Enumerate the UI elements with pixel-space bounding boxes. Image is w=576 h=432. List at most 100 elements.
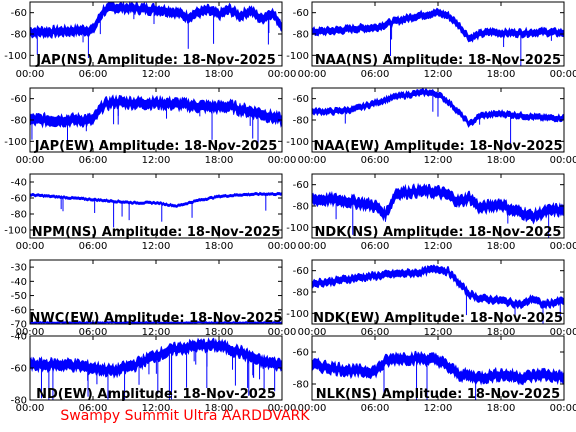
panel-5: 00:00 06:00 12:00 18:00 00:00 -100 -80 -60 NDK(N… — [286, 173, 576, 252]
y-tick-label: -80 — [293, 380, 309, 391]
panel-1: 00:00 06:00 12:00 18:00 00:00 -100 -80 -60 NAA(N… — [286, 1, 576, 80]
y-tick-label: -80 — [293, 202, 309, 213]
y-tick-label: -60 — [11, 305, 27, 316]
x-tick-label: 12:00 — [424, 155, 453, 166]
x-tick-label: 00:00 — [298, 403, 327, 414]
y-tick-label: -80 — [11, 210, 27, 221]
panel-title: NDK(EW) Amplitude: 18-Nov-2025 — [313, 311, 563, 326]
x-tick-label: 00:00 — [550, 327, 576, 338]
panel-4: 00:00 06:00 12:00 18:00 00:00 -100 -80 -60 -40 NP… — [4, 173, 297, 252]
x-tick-label: 00:00 — [268, 403, 297, 414]
station-footer: Swampy Summit Ultra AARDDVARK — [60, 408, 310, 424]
signal-trace — [311, 350, 565, 386]
y-tick-label: -60 — [11, 8, 27, 19]
x-tick-label: 00:00 — [298, 327, 327, 338]
y-tick-label: -100 — [4, 226, 27, 237]
x-tick-label: 00:00 — [16, 155, 45, 166]
x-tick-label: 12:00 — [424, 327, 453, 338]
x-tick-label: 00:00 — [550, 241, 576, 252]
x-tick-label: 18:00 — [205, 327, 234, 338]
y-tick-label: -80 — [293, 288, 309, 299]
x-tick-label: 06:00 — [79, 327, 108, 338]
y-tick-label: -60 — [11, 94, 27, 105]
y-tick-label: -70 — [11, 320, 27, 331]
panel-title: NAA(NS) Amplitude: 18-Nov-2025 — [315, 53, 561, 68]
signal-trace — [29, 191, 283, 208]
signal-trace — [311, 264, 565, 310]
x-tick-label: 00:00 — [16, 327, 45, 338]
x-tick-label: 00:00 — [16, 403, 45, 414]
x-tick-label: 18:00 — [205, 241, 234, 252]
y-tick-label: -100 — [286, 137, 309, 148]
x-tick-label: 00:00 — [268, 69, 297, 80]
y-tick-label: -100 — [286, 223, 309, 234]
y-tick-label: -80 — [11, 116, 27, 127]
panel-title: ND(EW) Amplitude: 18-Nov-2025 — [36, 387, 276, 402]
y-tick-label: -80 — [293, 116, 309, 127]
x-tick-label: 00:00 — [550, 69, 576, 80]
panel-6: 00:00 06:00 12:00 18:00 00:00-70-60-50-40-30… — [11, 259, 297, 338]
panel-0: 00:00 06:00 12:00 18:00 00:00 -100 -80 -60 JAP(N… — [4, 1, 297, 80]
panel-9: 00:00 06:00 12:00 18:00 00:00 -80 -60 NLK(NS) A… — [293, 335, 576, 414]
y-tick-label: -60 — [11, 364, 27, 375]
x-tick-label: 18:00 — [205, 155, 234, 166]
x-tick-label: 06:00 — [361, 155, 390, 166]
x-tick-label: 18:00 — [205, 403, 234, 414]
y-tick-label: -60 — [11, 194, 27, 205]
signal-trace — [29, 1, 283, 40]
x-tick-label: 12:00 — [142, 241, 171, 252]
y-tick-label: -40 — [11, 277, 27, 288]
x-tick-label: 06:00 — [361, 69, 390, 80]
panel-title: NLK(NS) Amplitude: 18-Nov-2025 — [316, 387, 560, 402]
y-tick-label: -100 — [286, 309, 309, 320]
x-tick-label: 00:00 — [16, 69, 45, 80]
x-tick-label: 06:00 — [361, 403, 390, 414]
x-tick-label: 12:00 — [424, 69, 453, 80]
y-tick-label: -60 — [293, 94, 309, 105]
y-tick-label: -100 — [4, 51, 27, 62]
panel-title: JAP(EW) Amplitude: 18-Nov-2025 — [34, 139, 278, 154]
y-tick-label: -60 — [293, 8, 309, 19]
x-tick-label: 12:00 — [142, 327, 171, 338]
x-tick-label: 00:00 — [550, 155, 576, 166]
panel-title: NWC(EW) Amplitude: 18-Nov-2025 — [30, 311, 283, 326]
y-tick-label: -30 — [11, 263, 27, 274]
y-tick-label: -100 — [4, 137, 27, 148]
x-tick-label: 06:00 — [79, 155, 108, 166]
x-tick-label: 06:00 — [361, 327, 390, 338]
x-tick-label: 00:00 — [298, 241, 327, 252]
y-tick-label: -80 — [11, 30, 27, 41]
x-tick-label: 12:00 — [142, 155, 171, 166]
x-tick-label: 06:00 — [79, 69, 108, 80]
x-tick-label: 00:00 — [268, 327, 297, 338]
x-tick-label: 18:00 — [487, 403, 516, 414]
signal-trace — [311, 182, 565, 225]
y-tick-label: -80 — [11, 396, 27, 407]
x-tick-label: 00:00 — [268, 155, 297, 166]
signal-trace — [311, 7, 565, 43]
y-tick-label: -60 — [293, 180, 309, 191]
panel-3: 00:00 06:00 12:00 18:00 00:00 -100 -80 -60 NAA(E… — [286, 87, 576, 166]
x-tick-label: 06:00 — [79, 403, 108, 414]
panel-title: NDK(NS) Amplitude: 18-Nov-2025 — [315, 225, 562, 240]
y-tick-label: -60 — [293, 348, 309, 359]
panel-title: JAP(NS) Amplitude: 18-Nov-2025 — [35, 53, 276, 68]
panel-title: NAA(EW) Amplitude: 18-Nov-2025 — [313, 139, 562, 154]
x-tick-label: 00:00 — [268, 241, 297, 252]
x-tick-label: 12:00 — [424, 241, 453, 252]
y-tick-label: -40 — [11, 178, 27, 189]
x-tick-label: 00:00 — [550, 403, 576, 414]
x-tick-label: 12:00 — [142, 69, 171, 80]
x-tick-label: 18:00 — [487, 155, 516, 166]
y-tick-label: -60 — [293, 266, 309, 277]
x-tick-label: 18:00 — [487, 327, 516, 338]
panel-title: NPM(NS) Amplitude: 18-Nov-2025 — [32, 225, 281, 240]
x-tick-label: 12:00 — [142, 403, 171, 414]
panel-8: 00:00 06:00 12:00 18:00 00:00-80-60-40ND(EW)… — [11, 332, 297, 415]
x-tick-label: 00:00 — [16, 241, 45, 252]
panel-7: 00:00 06:00 12:00 18:00 00:00 -100 -80 -60 NDK(E… — [286, 259, 576, 338]
x-tick-label: 12:00 — [424, 403, 453, 414]
panel-2: 00:00 06:00 12:00 18:00 00:00 -100 -80 -60 JAP(E… — [4, 87, 297, 166]
y-tick-label: -80 — [293, 30, 309, 41]
